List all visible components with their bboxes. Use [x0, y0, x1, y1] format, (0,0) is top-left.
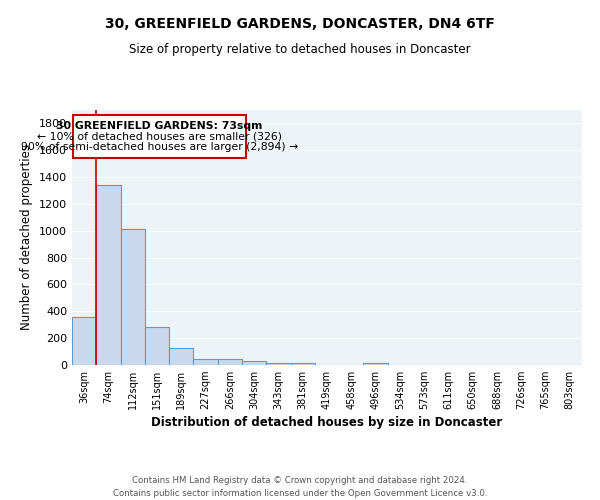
Bar [290, 363, 315, 365]
Text: 30 GREENFIELD GARDENS: 73sqm: 30 GREENFIELD GARDENS: 73sqm [56, 121, 263, 131]
Bar [266, 362, 290, 365]
Text: ← 10% of detached houses are smaller (326): ← 10% of detached houses are smaller (32… [37, 132, 282, 141]
Text: 90% of semi-detached houses are larger (2,894) →: 90% of semi-detached houses are larger (… [21, 142, 298, 152]
Bar [364, 363, 388, 365]
Text: Contains HM Land Registry data © Crown copyright and database right 2024.: Contains HM Land Registry data © Crown c… [132, 476, 468, 485]
Bar [145, 327, 169, 365]
Text: Size of property relative to detached houses in Doncaster: Size of property relative to detached ho… [129, 42, 471, 56]
Bar [121, 230, 145, 365]
FancyBboxPatch shape [73, 116, 245, 158]
Bar [218, 359, 242, 365]
Text: Contains public sector information licensed under the Open Government Licence v3: Contains public sector information licen… [113, 489, 487, 498]
Bar [193, 359, 218, 365]
X-axis label: Distribution of detached houses by size in Doncaster: Distribution of detached houses by size … [151, 416, 503, 430]
Bar [72, 318, 96, 365]
Bar [169, 348, 193, 365]
Y-axis label: Number of detached properties: Number of detached properties [20, 144, 34, 330]
Bar [242, 361, 266, 365]
Text: 30, GREENFIELD GARDENS, DONCASTER, DN4 6TF: 30, GREENFIELD GARDENS, DONCASTER, DN4 6… [105, 18, 495, 32]
Bar [96, 185, 121, 365]
